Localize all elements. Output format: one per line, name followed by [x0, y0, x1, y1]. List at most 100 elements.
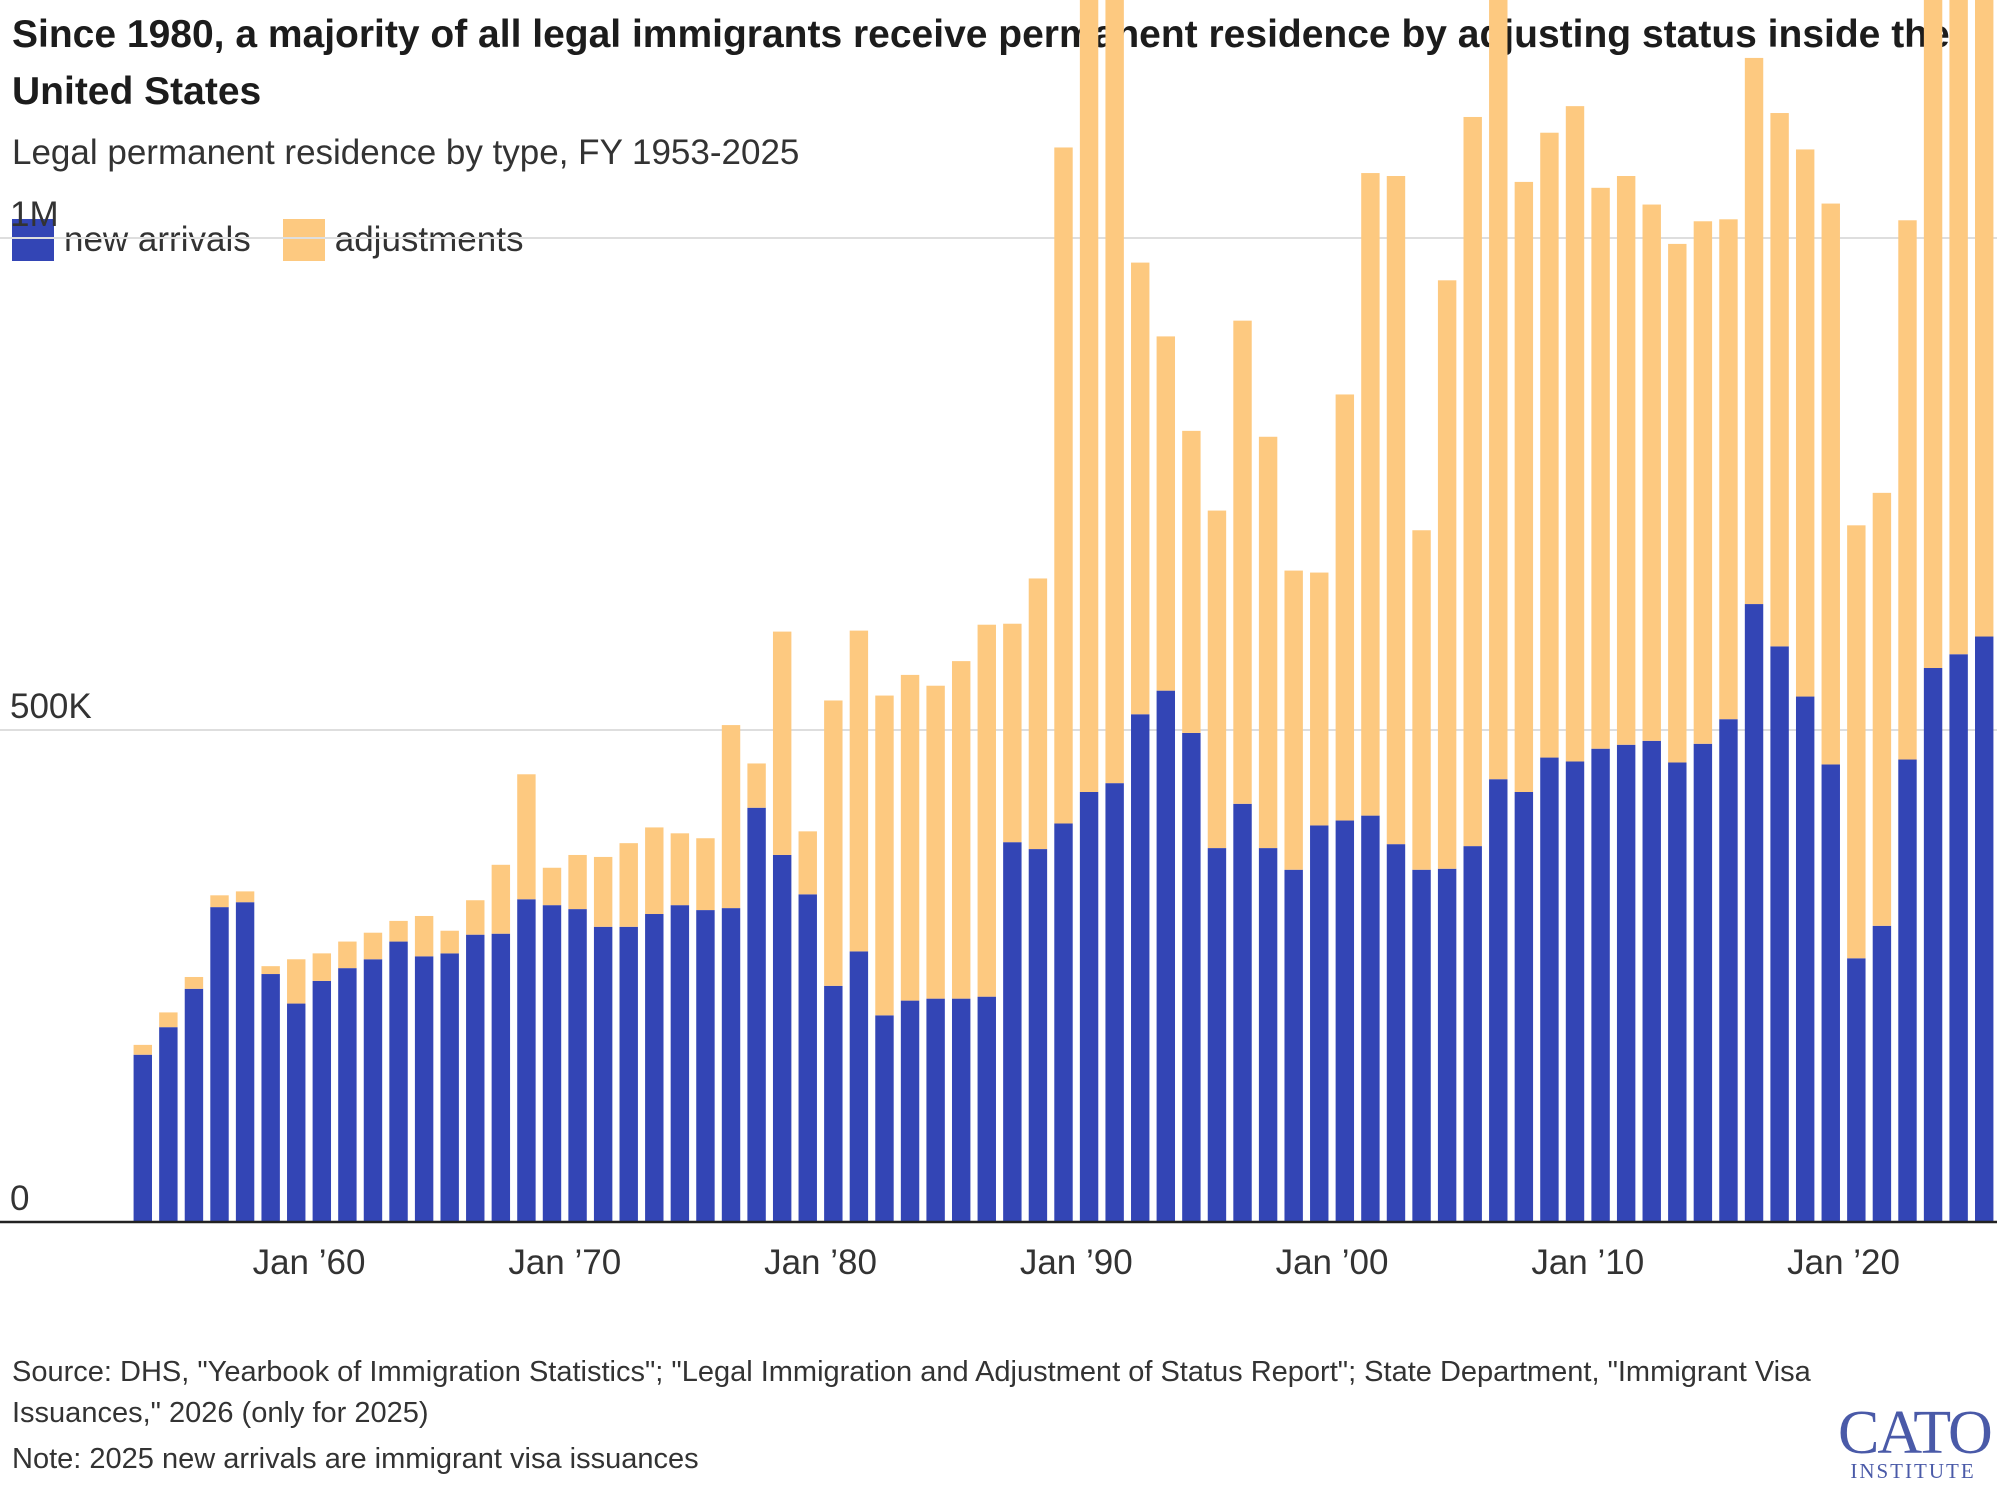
bar-adjustments	[1514, 181, 1534, 792]
bar-adjustments	[1412, 530, 1431, 870]
bar-adjustments	[363, 932, 383, 960]
bar-adjustments	[1898, 220, 1917, 760]
bar-new-arrivals	[900, 1000, 920, 1222]
bar-adjustments	[1847, 525, 1866, 959]
legend-swatch-new-arrivals	[12, 219, 54, 261]
bar-new-arrivals	[312, 980, 332, 1222]
x-tick-label: Jan ’00	[1276, 1243, 1389, 1282]
bar-adjustments	[1335, 394, 1355, 821]
bar-adjustments	[1079, 0, 1099, 792]
bar-adjustments	[1795, 149, 1815, 697]
bar-new-arrivals	[1361, 815, 1380, 1222]
bar-new-arrivals	[235, 902, 255, 1222]
bar-new-arrivals	[593, 926, 613, 1222]
bar-adjustments	[287, 959, 306, 1004]
bar-adjustments	[235, 891, 255, 903]
bar-adjustments	[491, 864, 511, 934]
bar-new-arrivals	[849, 951, 869, 1222]
bar-adjustments	[849, 630, 869, 952]
bar-new-arrivals	[1284, 869, 1303, 1222]
bar-new-arrivals	[440, 953, 459, 1222]
bar-adjustments	[1923, 0, 1943, 669]
bar-adjustments	[542, 867, 562, 906]
bar-adjustments	[1361, 173, 1380, 816]
bar-new-arrivals	[1489, 779, 1508, 1222]
bar-new-arrivals	[1105, 783, 1124, 1222]
bar-adjustments	[1156, 336, 1176, 691]
bar-adjustments	[1003, 623, 1022, 843]
bar-adjustments	[1489, 0, 1508, 780]
bar-adjustments	[1693, 221, 1713, 744]
bar-new-arrivals	[951, 998, 971, 1222]
bar-new-arrivals	[1744, 604, 1764, 1222]
bar-adjustments	[1949, 0, 1968, 655]
bar-new-arrivals	[491, 933, 511, 1222]
chart-subtitle: Legal permanent residence by type, FY 19…	[12, 133, 800, 172]
bar-adjustments	[747, 763, 766, 808]
legend-label-new-arrivals: new arrivals	[64, 220, 251, 259]
bar-adjustments	[926, 685, 945, 999]
bar-new-arrivals	[696, 910, 715, 1222]
bar-adjustments	[1028, 578, 1048, 850]
bar-new-arrivals	[1770, 646, 1789, 1222]
bar-adjustments	[593, 856, 613, 927]
bar-new-arrivals	[1463, 846, 1482, 1222]
bar-new-arrivals	[1591, 748, 1610, 1222]
logo-wordmark: CATO	[1838, 1399, 1993, 1467]
x-tick-label: Jan ’90	[1020, 1243, 1133, 1282]
bar-adjustments	[875, 695, 894, 1016]
x-tick-label: Jan ’20	[1787, 1243, 1900, 1282]
bar-new-arrivals	[1565, 761, 1585, 1222]
bar-adjustments	[645, 827, 664, 915]
bar-new-arrivals	[210, 907, 229, 1222]
y-tick-label: 1M	[10, 195, 59, 234]
bar-new-arrivals	[1207, 848, 1227, 1222]
bar-adjustments	[1258, 436, 1278, 849]
bar-new-arrivals	[1310, 825, 1329, 1222]
bar-new-arrivals	[1847, 958, 1866, 1222]
bar-new-arrivals	[1386, 844, 1406, 1222]
bar-new-arrivals	[875, 1015, 894, 1222]
bar-new-arrivals	[1693, 743, 1713, 1222]
bar-new-arrivals	[184, 988, 204, 1222]
bar-adjustments	[977, 624, 996, 997]
bar-new-arrivals	[1131, 714, 1150, 1222]
legend-item-adjustments: adjustments	[282, 219, 523, 261]
x-tick-label: Jan ’70	[508, 1243, 621, 1282]
bar-adjustments	[1105, 0, 1124, 784]
bar-new-arrivals	[1975, 636, 1994, 1222]
bar-adjustments	[1540, 132, 1559, 758]
bar-adjustments	[824, 700, 843, 986]
bar-new-arrivals	[619, 926, 638, 1222]
bar-new-arrivals	[1258, 848, 1278, 1222]
bar-adjustments	[900, 674, 920, 1001]
chart-title: Since 1980, a majority of all legal immi…	[12, 13, 1950, 113]
bar-adjustments	[1463, 116, 1482, 847]
bar-new-arrivals	[1795, 696, 1815, 1222]
x-tick-label: Jan ’80	[764, 1243, 877, 1282]
bar-new-arrivals	[414, 956, 434, 1222]
bar-adjustments	[1233, 320, 1252, 804]
bar-adjustments	[1284, 570, 1303, 870]
bar-new-arrivals	[1821, 764, 1840, 1222]
bar-adjustments	[389, 920, 408, 942]
bar-new-arrivals	[1514, 791, 1534, 1222]
bar-adjustments	[1770, 113, 1789, 647]
bar-adjustments	[210, 895, 229, 908]
bar-adjustments	[1386, 176, 1406, 845]
source-note: Source: DHS, "Yearbook of Immigration St…	[12, 1356, 1811, 1429]
bar-adjustments	[133, 1044, 152, 1055]
bar-adjustments	[338, 941, 357, 969]
bar-adjustments	[619, 843, 638, 927]
y-tick-label: 0	[10, 1179, 29, 1218]
bar-new-arrivals	[287, 1003, 306, 1222]
bar-new-arrivals	[466, 934, 485, 1222]
bar-adjustments	[1310, 572, 1329, 826]
bar-new-arrivals	[721, 908, 741, 1222]
bar-new-arrivals	[1412, 869, 1431, 1222]
bar-new-arrivals	[159, 1027, 178, 1222]
bar-adjustments	[1668, 243, 1687, 763]
cato-logo: CATO INSTITUTE	[1838, 1399, 1993, 1482]
bar-adjustments	[1821, 203, 1840, 765]
